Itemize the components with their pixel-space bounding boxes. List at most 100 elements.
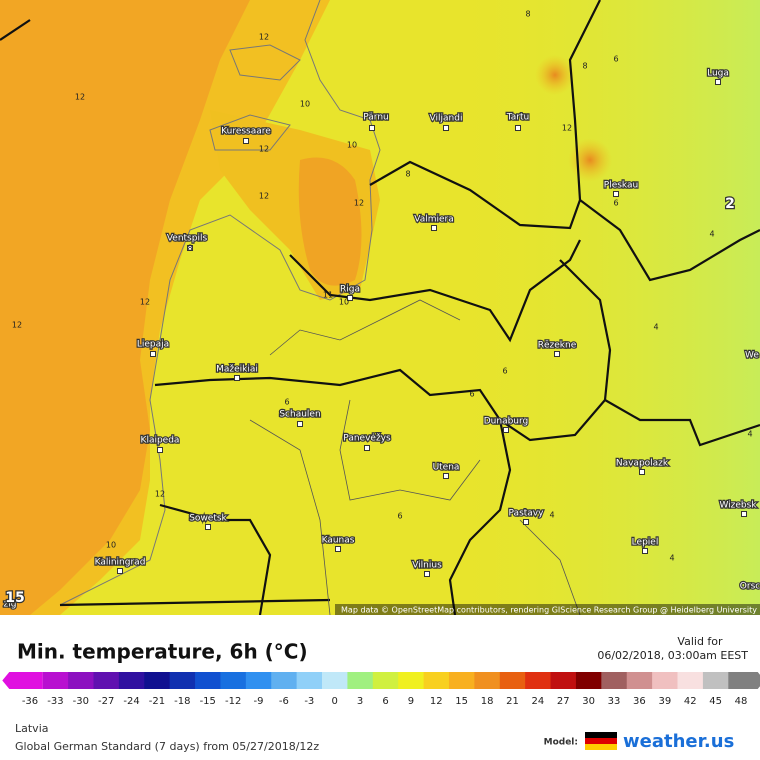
city-label: Luga: [707, 69, 729, 79]
city-label: Mažeikiai: [216, 365, 258, 375]
contour-label: 12: [259, 145, 269, 154]
colorbar-segment: [474, 672, 501, 689]
colorbar-tick-label: 12: [430, 696, 443, 707]
colorbar-segment: [68, 672, 94, 689]
city-dot: [297, 421, 303, 427]
colorbar-tick-label: 18: [481, 696, 494, 707]
city-dot: [157, 447, 163, 453]
contour-label: 8: [525, 10, 530, 19]
colorbar-segment: [322, 672, 348, 689]
colorbar-tick-label: -6: [279, 696, 289, 707]
contour-label: 8: [405, 170, 410, 179]
city-dot: [443, 473, 449, 479]
city-dot: [150, 351, 156, 357]
city-label: Vilnius: [412, 561, 442, 571]
colorbar-tick-label: -3: [304, 696, 314, 707]
city-label: Kaliningrad: [95, 558, 146, 568]
contour-label: 4: [653, 323, 658, 332]
city-label: Tartu: [506, 113, 529, 123]
colorbar-segment: [702, 672, 729, 689]
city-label: Schaulen: [279, 410, 320, 420]
contour-label: 4: [709, 230, 714, 239]
contour-label: 12: [12, 321, 22, 330]
city-label: Ventspils: [167, 234, 208, 244]
city-dot: [369, 125, 375, 131]
city-label: Liepaja: [137, 340, 169, 350]
colorbar-segment: [652, 672, 679, 689]
city-dot: [347, 295, 353, 301]
colorbar-segment: [372, 672, 399, 689]
city-dot: [234, 375, 240, 381]
extreme-label: 15: [5, 590, 24, 606]
colorbar-tick-label: -24: [123, 696, 139, 707]
city-label: Panevėžys: [343, 434, 391, 444]
city-dot: [117, 568, 123, 574]
colorbar-segment: [550, 672, 577, 689]
city-label: Pleskau: [604, 181, 638, 191]
colorbar-tick-label: 27: [557, 696, 570, 707]
city-dot: [364, 445, 370, 451]
colorbar-tick-label: -18: [174, 696, 190, 707]
attribution-box: [335, 604, 760, 615]
colorbar-segment: [448, 672, 475, 689]
contour-label: 8: [187, 244, 192, 253]
region: Latvia: [15, 722, 49, 735]
city-label: Rēzekne: [538, 341, 577, 351]
colorbar-segment: [347, 672, 374, 689]
contour-label: 12: [75, 93, 85, 102]
model-label: Model:: [544, 738, 578, 748]
colorbar-tick-label: -27: [98, 696, 114, 707]
city-dot: [554, 351, 560, 357]
colorbar-tick-label: 48: [735, 696, 748, 707]
city-dot: [335, 546, 341, 552]
contour-label: 6: [613, 199, 618, 208]
city-label: Dunaburg: [484, 417, 529, 427]
colorbar-tick-label: 3: [357, 696, 363, 707]
contour-label: 4: [747, 430, 752, 439]
extreme-label: 2: [725, 196, 735, 212]
title: Min. temperature, 6h (°C): [17, 640, 308, 664]
city-label: zig: [4, 600, 17, 610]
colorbar-segment: [423, 672, 450, 689]
contour-label: 12: [259, 192, 269, 201]
city-label: Wizebsk: [719, 501, 757, 511]
colorbar-tick-label: -21: [149, 696, 165, 707]
contour-label: 11: [323, 291, 333, 300]
city-label: Kaunas: [322, 536, 355, 546]
city-dot: [205, 524, 211, 530]
contour-label: 10: [106, 541, 116, 550]
city-label: Viljandi: [430, 114, 463, 124]
city-dot: [523, 519, 529, 525]
city-dot: [443, 125, 449, 131]
colorbar-tick-label: -33: [47, 696, 63, 707]
city-dot: [424, 571, 430, 577]
colorbar-tick-label: -9: [254, 696, 264, 707]
colorbar-tick-label: 33: [608, 696, 621, 707]
city-label: Utena: [433, 463, 460, 473]
contour-label: 6: [613, 55, 618, 64]
colorbar-segment: [525, 672, 552, 689]
city-dot: [613, 191, 619, 197]
colorbar-tick-label: -36: [22, 696, 38, 707]
brand[interactable]: weather.us: [623, 731, 734, 752]
valid-label: Valid for: [677, 635, 723, 648]
attribution: Map data © OpenStreetMap contributors, r…: [341, 606, 757, 615]
contour-label: 12: [140, 298, 150, 307]
contour-label: 4: [669, 554, 674, 563]
contour-label: 12: [155, 490, 165, 499]
colorbar-segment: [118, 672, 145, 689]
colorbar-arrow: [728, 672, 760, 689]
colorbar-tick-label: -12: [225, 696, 241, 707]
contour-label: 12: [562, 124, 572, 133]
city-dot: [187, 245, 193, 251]
colorbar-segment: [626, 672, 653, 689]
city-dot: [503, 427, 509, 433]
city-label: Navapolazk: [616, 459, 669, 469]
city-label: Lepiel: [632, 538, 659, 548]
city-label: Sowetsk: [189, 514, 227, 524]
city-label: Pärnu: [363, 113, 389, 123]
map: [0, 0, 760, 616]
city-dot: [431, 225, 437, 231]
city-dot: [639, 469, 645, 475]
city-label: We: [745, 351, 759, 361]
